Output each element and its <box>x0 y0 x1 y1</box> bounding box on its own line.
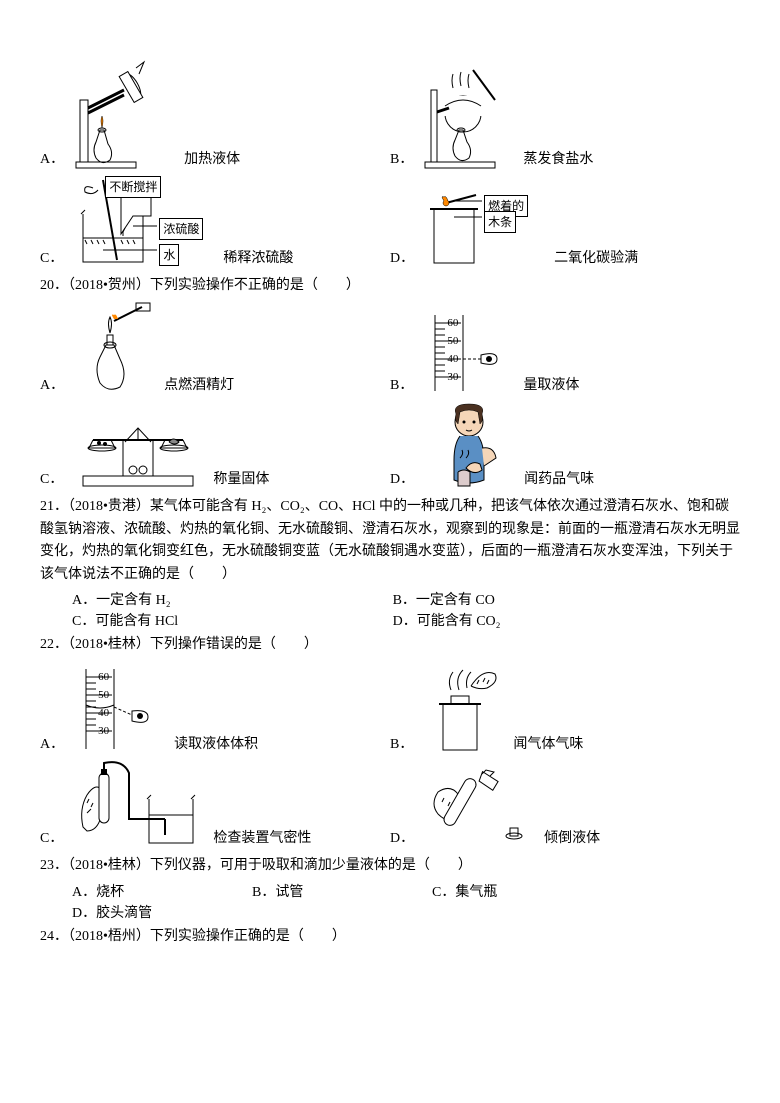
tick-label: 50 <box>447 333 458 350</box>
option-caption: 点燃酒精灯 <box>164 375 234 396</box>
option-caption: 读取液体体积 <box>174 734 258 755</box>
q19-option-c: C． 不断搅拌 浓硫酸 水 稀释浓硫酸 <box>40 174 390 269</box>
stir-label: 不断搅拌 <box>105 176 161 198</box>
pour-liquid-diagram <box>424 764 534 849</box>
smell-gas-diagram <box>423 660 503 755</box>
option-letter: B． <box>390 734 413 755</box>
measure-liquid-diagram: 60 50 40 30 <box>423 311 513 396</box>
q22-option-b: B． 闻气体气味 <box>390 660 740 755</box>
q19-option-b: B． 蒸发食盐水 <box>390 60 740 170</box>
evaporating-diagram <box>423 60 513 170</box>
q21-a: A．一定含有 H₂ <box>72 590 373 611</box>
option-letter: C． <box>40 469 63 490</box>
q21-stem: 21．（2018•贵港）某气体可能含有 H₂、CO₂、CO、HCl 中的一种或几… <box>40 496 740 586</box>
q22-option-c: C． 检查装置气密性 <box>40 759 390 849</box>
q22-stem: 22．（2018•桂林）下列操作错误的是（ ） <box>40 634 740 656</box>
q19-option-d: D． 燃着的 木条 二氧化碳验满 <box>390 189 740 269</box>
q19-row-ab: A． 加热液体 B． <box>40 60 740 269</box>
q20-options: A． 点燃酒精灯 B． <box>40 301 740 490</box>
light-burner-diagram <box>74 301 154 396</box>
heating-liquid-diagram <box>74 60 174 170</box>
option-caption: 闻气体气味 <box>513 734 583 755</box>
option-letter: B． <box>390 375 413 396</box>
option-letter: D． <box>390 469 414 490</box>
option-caption: 检查装置气密性 <box>213 828 311 849</box>
airtight-diagram <box>73 759 203 849</box>
option-caption: 闻药品气味 <box>524 469 594 490</box>
option-letter: D． <box>390 248 414 269</box>
q23-d: D．胶头滴管 <box>72 903 232 924</box>
q20-option-d: D． 闻药品气味 <box>390 400 740 490</box>
q20-option-c: C． 称量固体 <box>40 420 390 490</box>
tick-label: 30 <box>447 369 458 386</box>
stick-label: 木条 <box>484 211 516 233</box>
tick-label: 60 <box>98 669 109 686</box>
smell-diagram <box>424 400 514 490</box>
option-caption: 倾倒液体 <box>544 828 600 849</box>
option-caption: 稀释浓硫酸 <box>223 248 293 269</box>
q21-c: C．可能含有 HCl <box>72 611 373 632</box>
option-letter: A． <box>40 149 64 170</box>
q23-c: C．集气瓶 <box>432 882 592 903</box>
q21-options: A．一定含有 H₂ B．一定含有 CO C．可能含有 HCl D．可能含有 CO… <box>40 590 740 632</box>
q23-b: B．试管 <box>252 882 412 903</box>
q23-stem: 23．（2018•桂林）下列仪器，可用于吸取和滴加少量液体的是（ ） <box>40 855 740 877</box>
read-volume-diagram: 60 50 40 30 <box>74 665 164 755</box>
q22-option-d: D． 倾倒液体 <box>390 764 740 849</box>
q21-d: D．可能含有 CO₂ <box>393 611 694 632</box>
option-letter: D． <box>390 828 414 849</box>
q20-stem: 20．（2018•贺州）下列实验操作不正确的是（ ） <box>40 275 740 297</box>
option-caption: 量取液体 <box>523 375 579 396</box>
option-letter: C． <box>40 248 63 269</box>
q19-option-a: A． 加热液体 <box>40 60 390 170</box>
option-letter: A． <box>40 734 64 755</box>
dilute-acid-diagram: 不断搅拌 浓硫酸 水 <box>73 174 213 269</box>
tick-label: 30 <box>98 723 109 740</box>
q23-a: A．烧杯 <box>72 882 232 903</box>
option-letter: A． <box>40 375 64 396</box>
option-caption: 蒸发食盐水 <box>523 149 593 170</box>
tick-label: 60 <box>447 315 458 332</box>
q21-b: B．一定含有 CO <box>393 590 694 611</box>
q20-option-a: A． 点燃酒精灯 <box>40 301 390 396</box>
co2-full-diagram: 燃着的 木条 <box>424 189 544 269</box>
tick-label: 40 <box>447 351 458 368</box>
option-caption: 二氧化碳验满 <box>554 248 638 269</box>
q23-options: A．烧杯 B．试管 C．集气瓶 D．胶头滴管 <box>40 882 740 924</box>
balance-diagram <box>73 420 203 490</box>
q22-options: A． 60 50 40 30 读取液体体 <box>40 660 740 849</box>
q22-option-a: A． 60 50 40 30 读取液体体 <box>40 665 390 755</box>
acid-label: 浓硫酸 <box>159 218 203 240</box>
option-caption: 加热液体 <box>184 149 240 170</box>
option-letter: C． <box>40 828 63 849</box>
water-label: 水 <box>159 244 179 266</box>
option-caption: 称量固体 <box>213 469 269 490</box>
tick-label: 40 <box>98 705 109 722</box>
q24-stem: 24．（2018•梧州）下列实验操作正确的是（ ） <box>40 926 740 948</box>
option-letter: B． <box>390 149 413 170</box>
q20-option-b: B． 60 50 40 30 量取液体 <box>390 311 740 396</box>
tick-label: 50 <box>98 687 109 704</box>
